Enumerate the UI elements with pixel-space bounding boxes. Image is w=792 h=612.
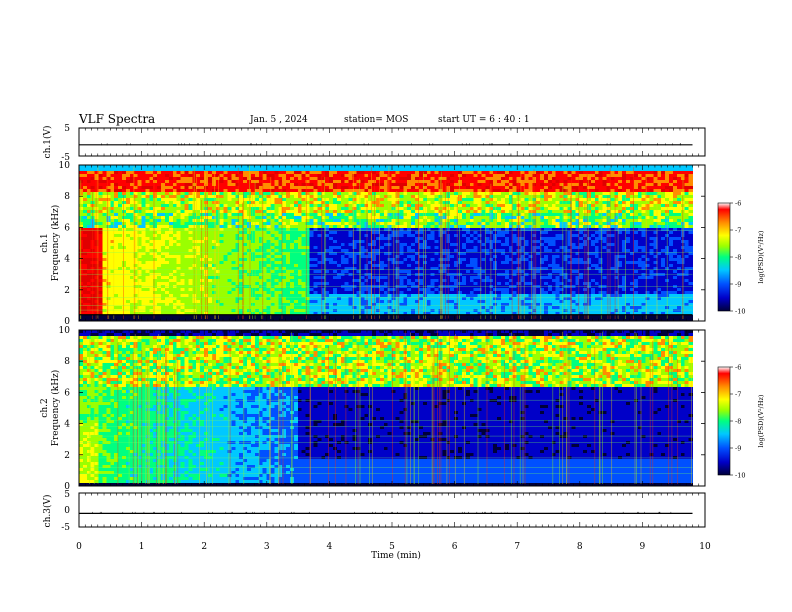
ch2-spectrogram-colorbar-tick: -7 xyxy=(735,391,741,399)
ch2-spectrogram-ytick-label: 10 xyxy=(59,326,71,336)
ch1-colorbar-label: log(PSD)(V²/Hz) xyxy=(757,230,765,283)
ch2-colorbar: -6 -7 -8 -9 -10 log(PSD)(V²/Hz) xyxy=(717,364,765,480)
ch1-spectrogram-ytick-label: 0 xyxy=(64,317,70,327)
x-tick-label: 1 xyxy=(139,542,145,552)
ch3-waveform-trace xyxy=(78,511,693,515)
ch1-spectrogram-colorbar-tick: -9 xyxy=(735,281,741,289)
ch1-colorbar: -6 -7 -8 -9 -10 log(PSD)(V²/Hz) xyxy=(717,200,765,316)
ch1-ytick-label: 5 xyxy=(64,124,70,134)
ch3-ytick-label: 0 xyxy=(64,506,70,516)
start-ut-label: start UT = 6 : 40 : 1 xyxy=(438,115,530,125)
ch1-ytick-label: -5 xyxy=(61,153,70,163)
ch2-spectrogram-ytick-label: 8 xyxy=(64,357,70,367)
ch2-spectrogram-ytick-label: 2 xyxy=(64,451,70,461)
ch2-spectrogram-ylabel-channel: ch.2 xyxy=(40,398,50,417)
ch1-waveform-trace xyxy=(79,143,693,146)
ch2-spectrogram-colorbar-tick: -10 xyxy=(735,472,745,480)
ch2-colorbar-label: log(PSD)(V²/Hz) xyxy=(757,394,765,447)
ch1-spectrogram-ytick-label: 10 xyxy=(59,161,71,171)
ch1-spectrogram-ytick-label: 2 xyxy=(64,286,70,296)
ch1-spectrogram-panel xyxy=(79,165,705,322)
ch1-spectrogram-ylabel-channel: ch.1 xyxy=(40,233,50,252)
x-tick-label: 5 xyxy=(389,542,395,552)
ch1-spectrogram-ylabel-freq: Frequency (kHz) xyxy=(50,205,61,282)
ch2-spectrogram-ylabel-freq: Frequency (kHz) xyxy=(50,370,61,447)
ch3-waveform-ylabel: ch.3(V) xyxy=(42,495,53,528)
ch2-spectrogram-colorbar-tick: -6 xyxy=(735,364,741,372)
ch2-spectrogram-ytick-label: 0 xyxy=(64,482,70,492)
ch1-spectrogram-colorbar-tick: -6 xyxy=(735,200,741,208)
ch1-spectrogram-ytick-label: 8 xyxy=(64,192,70,202)
x-axis-label: Time (min) xyxy=(371,550,421,561)
figure-title: VLF Spectra xyxy=(78,112,155,126)
ch2-spectrogram-ytick-label: 6 xyxy=(64,388,70,398)
x-tick-label: 3 xyxy=(264,542,270,552)
ch2-spectrogram-colorbar-tick: -8 xyxy=(735,418,741,426)
x-tick-label: 2 xyxy=(201,542,207,552)
ch1-spectrogram-ytick-label: 4 xyxy=(64,255,70,265)
ch2-spectrogram-panel xyxy=(79,330,705,487)
ch1-spectrogram-colorbar-tick: -8 xyxy=(735,254,741,262)
ch1-spectrogram-colorbar-tick: -10 xyxy=(735,308,745,316)
x-tick-label: 10 xyxy=(699,542,711,552)
ch1-spectrogram-colorbar-tick: -7 xyxy=(735,227,741,235)
x-tick-label: 7 xyxy=(514,542,520,552)
x-tick-label: 6 xyxy=(452,542,458,552)
ch2-spectrogram-colorbar-tick: -9 xyxy=(735,445,741,453)
ch3-waveform-panel xyxy=(78,492,706,528)
x-tick-label: 8 xyxy=(577,542,583,552)
x-tick-label: 9 xyxy=(640,542,646,552)
ch1-waveform-ylabel: ch.1(V) xyxy=(42,126,53,159)
x-tick-label: 0 xyxy=(76,542,82,552)
station-label: station= MOS xyxy=(344,115,408,125)
ch3-ytick-label: 5 xyxy=(64,490,70,500)
ch3-ytick-label: -5 xyxy=(61,523,70,533)
ch2-spectrogram-ytick-label: 4 xyxy=(64,420,70,430)
date-label: Jan. 5 , 2024 xyxy=(249,115,308,125)
x-tick-label: 4 xyxy=(327,542,333,552)
ch1-spectrogram-ytick-label: 6 xyxy=(64,223,70,233)
